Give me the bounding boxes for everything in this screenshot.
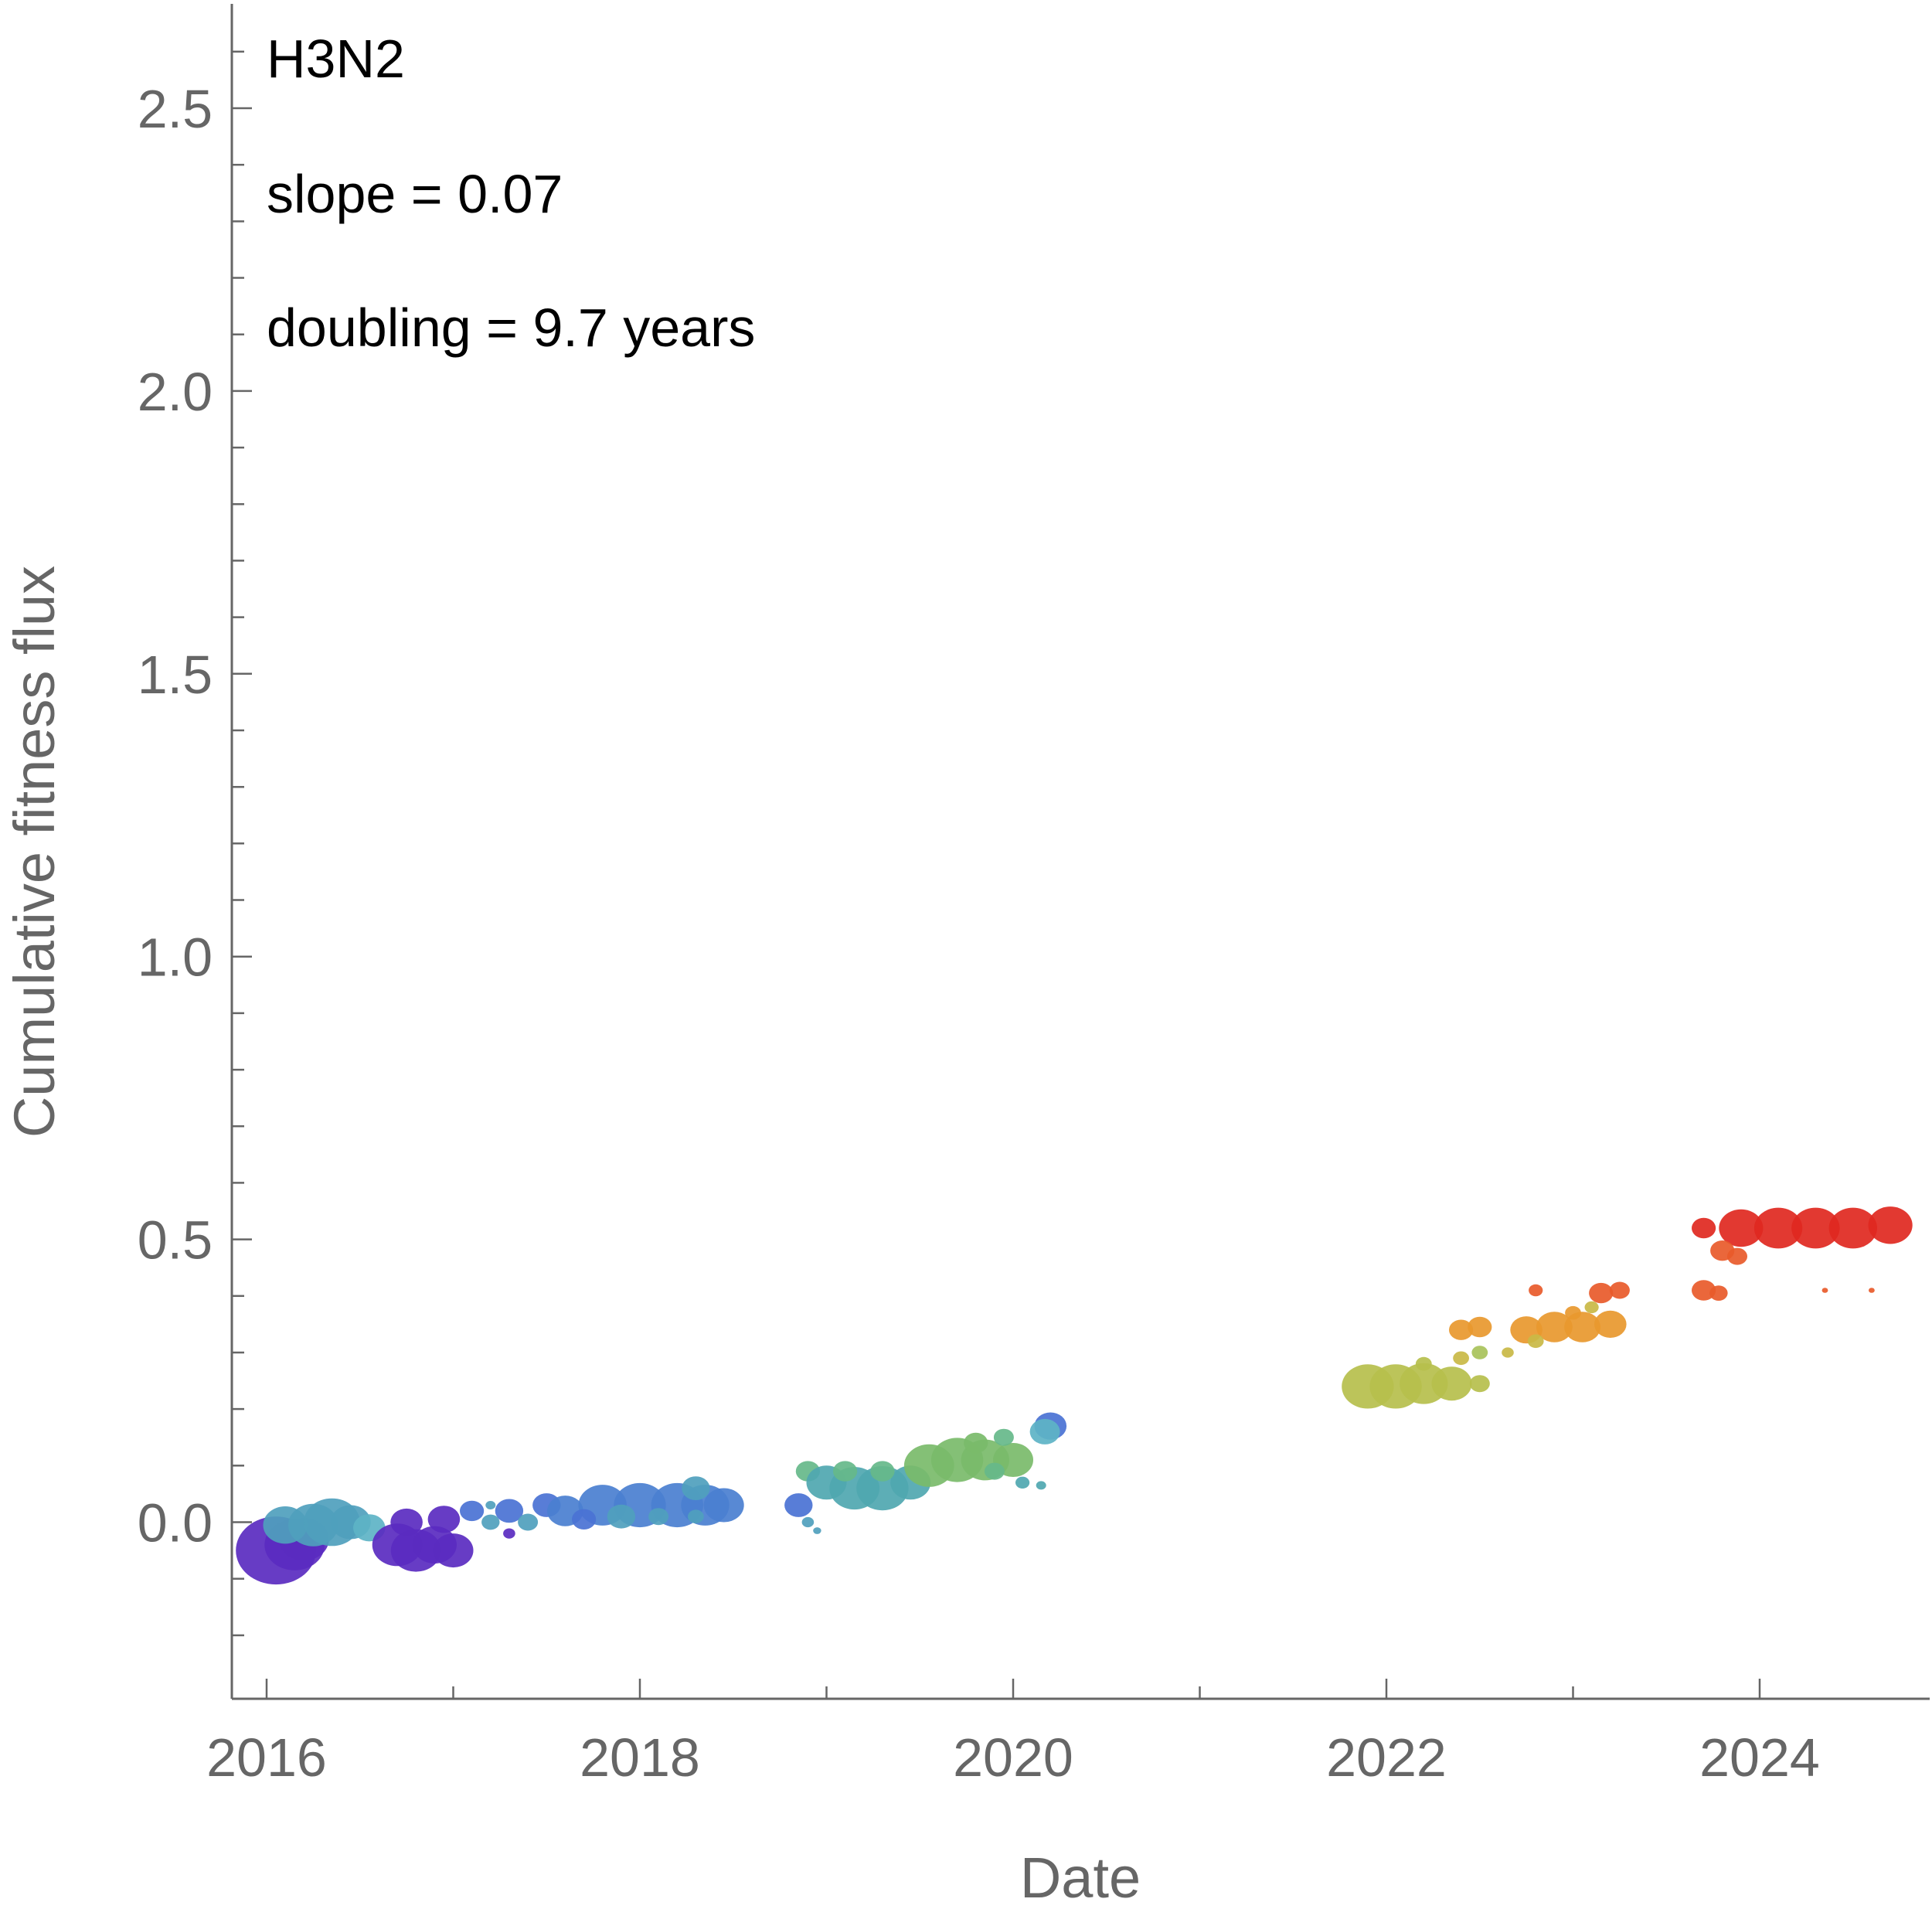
data-point [1565,1305,1581,1320]
data-point [1727,1247,1747,1265]
annotation-slope: slope = 0.07 [267,164,563,224]
data-point [460,1500,485,1522]
x-tick-label: 2018 [580,1727,700,1788]
data-point [485,1501,496,1509]
data-point [1036,1481,1046,1490]
data-point [433,1533,474,1568]
data-point [1869,1288,1875,1293]
data-point [503,1528,515,1539]
data-point [648,1508,669,1526]
data-point [813,1527,821,1534]
x-tick-label: 2020 [953,1727,1073,1788]
data-point [572,1509,597,1530]
tick-labels: 2016 2018 2020 2022 2024 0.0 0.5 1.0 1.5 2.0 2.5 [138,79,1820,1788]
y-tick-label: 1.0 [138,927,213,988]
data-point [607,1504,636,1529]
data-point [688,1509,704,1523]
data-point [784,1493,813,1517]
data-point [1692,1280,1716,1301]
y-tick-label: 0.0 [138,1493,213,1553]
data-point [1828,1207,1877,1249]
data-point [518,1513,539,1531]
annotation-subtype: H3N2 [267,29,405,89]
data-point [1719,1209,1764,1247]
data-point [1536,1312,1573,1342]
data-point [1468,1316,1492,1338]
data-point [427,1506,461,1533]
data-point [1609,1281,1630,1299]
data-point [984,1462,1005,1480]
data-point [1415,1356,1432,1371]
data-point [1692,1217,1716,1239]
data-point [481,1514,500,1530]
data-point [1453,1351,1469,1366]
data-point [801,1516,815,1528]
data-point [1527,1334,1544,1349]
data-point [682,1476,710,1500]
data-point [1529,1284,1543,1297]
ticks [232,50,1761,1699]
y-tick-label: 2.5 [138,79,213,139]
x-tick-label: 2016 [206,1727,327,1788]
data-point [390,1508,423,1536]
data-point [1431,1366,1472,1401]
annotation-doubling: doubling = 9.7 years [267,298,755,358]
y-tick-label: 0.5 [138,1210,213,1271]
data-point [870,1461,895,1482]
x-axis-title: Date [1020,1846,1141,1910]
y-axis-title: Cumulative fitness flux [2,566,66,1138]
data-points [236,1206,1913,1585]
data-point [993,1428,1014,1446]
data-point [1821,1288,1828,1293]
data-point [1584,1301,1599,1314]
data-point [1709,1285,1728,1301]
data-point [1469,1375,1490,1393]
data-point [1791,1207,1840,1249]
y-tick-label: 1.5 [138,645,213,705]
data-point [1029,1418,1060,1444]
data-point [964,1432,988,1454]
data-point [1589,1282,1614,1304]
data-point [1015,1476,1030,1489]
data-point [1594,1310,1627,1338]
axes [230,4,1930,1700]
data-point [1449,1319,1474,1340]
data-point [703,1488,744,1523]
x-tick-label: 2024 [1699,1727,1820,1788]
data-point [833,1461,858,1482]
data-point [1471,1346,1488,1359]
data-point [1502,1347,1514,1358]
y-tick-label: 2.0 [138,362,213,422]
data-point [1868,1206,1913,1244]
data-point [1753,1207,1803,1249]
data-point [495,1499,524,1523]
x-tick-label: 2022 [1326,1727,1447,1788]
